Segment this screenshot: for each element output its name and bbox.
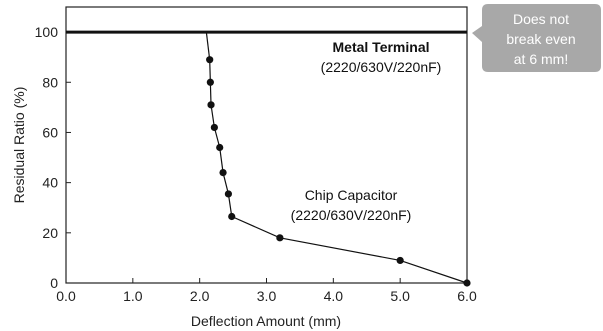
- callout: Does not break even at 6 mm!: [472, 4, 601, 72]
- x-tick-label-6: 6.0: [457, 288, 477, 304]
- y-tick-label-1: 20: [42, 225, 58, 241]
- chip-capacitor-point-9: [396, 256, 404, 265]
- x-tick-label-1: 1.0: [123, 288, 143, 304]
- x-axis-title: Deflection Amount (mm): [191, 313, 341, 329]
- y-axis-ticks: 0 20 40 60 80 100: [35, 24, 71, 291]
- x-tick-label-5: 5.0: [390, 288, 410, 304]
- chip-capacitor-point-4: [216, 143, 224, 152]
- y-tick-label-3: 60: [42, 124, 58, 140]
- metal-terminal-spec: (2220/630V/220nF): [321, 59, 442, 75]
- chip-capacitor-lead-line: [205, 32, 211, 60]
- callout-line-1: Does not: [513, 11, 569, 27]
- chip-capacitor-point-5: [219, 169, 227, 177]
- chip-capacitor-spec: (2220/630V/220nF): [291, 207, 412, 223]
- chip-capacitor-point-10: [463, 279, 471, 287]
- y-tick-label-2: 40: [42, 175, 58, 191]
- chip-capacitor-label: Chip Capacitor: [305, 187, 398, 203]
- y-axis-title: Residual Ratio (%): [11, 87, 27, 204]
- y-tick-label-5: 100: [35, 24, 59, 40]
- chip-capacitor-point-6: [224, 190, 233, 198]
- callout-line-2: break even: [506, 31, 575, 47]
- x-tick-label-4: 4.0: [324, 288, 344, 304]
- y-tick-label-4: 80: [42, 74, 58, 90]
- chip-capacitor-point-7: [228, 212, 236, 221]
- series-layer: [66, 30, 471, 287]
- chip-capacitor-point-0: [206, 56, 214, 64]
- callout-line-3: at 6 mm!: [514, 51, 568, 67]
- chip-capacitor-point-3: [210, 123, 218, 132]
- x-tick-label-0: 0.0: [56, 288, 76, 304]
- y-tick-label-0: 0: [50, 275, 58, 291]
- callout-bubble: [472, 4, 601, 72]
- x-tick-label-3: 3.0: [257, 288, 277, 304]
- chip-capacitor-point-1: [206, 78, 214, 86]
- chip-capacitor-line: [209, 59, 468, 284]
- x-tick-label-2: 2.0: [190, 288, 210, 304]
- x-axis-ticks: 0.0 1.0 2.0 3.0 4.0 5.0 6.0: [56, 278, 477, 304]
- metal-terminal-label: Metal Terminal: [333, 39, 430, 55]
- chip-capacitor-point-2: [207, 101, 215, 109]
- chip-capacitor-point-8: [276, 234, 284, 242]
